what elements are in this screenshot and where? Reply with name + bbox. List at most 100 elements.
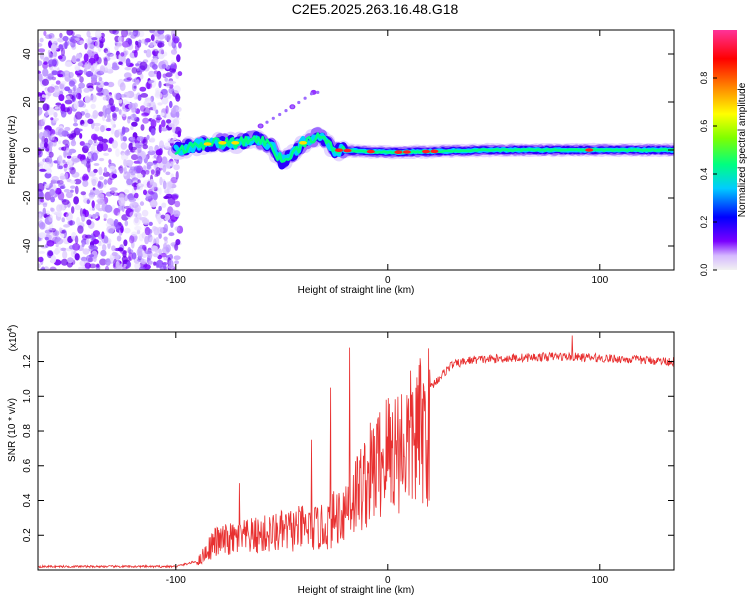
noise-speckle (167, 39, 173, 47)
noise-speckle (144, 169, 150, 175)
colorbar-tick-label: 0.2 (699, 216, 709, 229)
heatmap-y-tick-label: -20 (22, 190, 33, 205)
secondary-track-dot (297, 100, 301, 105)
noise-speckle (84, 95, 91, 104)
noise-speckle (133, 85, 137, 89)
noise-speckle (148, 145, 154, 152)
noise-speckle (124, 227, 131, 234)
noise-speckle (169, 100, 173, 109)
noise-speckle (69, 167, 75, 171)
noise-speckle (38, 125, 43, 130)
snr-y-tick-label: 1.2 (22, 354, 33, 368)
noise-speckle (45, 34, 53, 39)
noise-speckle (74, 204, 82, 211)
noise-speckle (47, 73, 54, 80)
noise-speckle (84, 42, 88, 50)
noise-speckle (57, 55, 63, 60)
noise-speckle (133, 50, 138, 58)
noise-speckle (122, 103, 126, 111)
noise-speckle (149, 181, 158, 191)
noise-speckle (105, 127, 112, 132)
noise-speckle (40, 198, 45, 203)
noise-speckle (152, 104, 157, 112)
noise-speckle (100, 32, 105, 39)
noise-speckle (174, 200, 181, 208)
noise-speckle (161, 96, 169, 105)
noise-speckle (134, 225, 142, 231)
noise-speckle (57, 140, 62, 144)
noise-speckle (158, 232, 162, 239)
noise-speckle (38, 107, 43, 116)
noise-speckle (174, 243, 179, 251)
noise-speckle (124, 66, 132, 71)
noise-speckle (38, 132, 45, 140)
noise-speckle (148, 221, 153, 226)
noise-speckle (81, 213, 86, 222)
noise-speckle (133, 165, 141, 174)
noise-speckle (148, 260, 153, 265)
noise-speckle (141, 232, 146, 239)
noise-speckle (152, 253, 159, 258)
noise-speckle (92, 213, 96, 219)
noise-speckle (84, 175, 89, 181)
noise-speckle (171, 194, 179, 200)
noise-speckle (138, 39, 142, 45)
noise-speckle (39, 51, 45, 60)
noise-speckle (110, 118, 116, 126)
noise-speckle (54, 105, 59, 110)
noise-speckle (55, 243, 59, 248)
noise-speckle (163, 236, 168, 241)
noise-speckle (122, 266, 126, 270)
noise-speckle (121, 30, 128, 38)
noise-speckle (129, 235, 135, 244)
noise-speckle (134, 216, 139, 224)
noise-speckle (48, 214, 53, 223)
snr-y-multiplier: (x104) (7, 325, 19, 352)
noise-speckle (109, 187, 118, 192)
noise-speckle (83, 53, 89, 62)
signal-hotspot (585, 148, 594, 152)
noise-speckle (139, 73, 144, 80)
noise-speckle (64, 41, 68, 49)
noise-speckle (163, 195, 170, 200)
noise-speckle (38, 161, 45, 166)
noise-speckle (49, 266, 57, 270)
noise-speckle (161, 144, 165, 149)
noise-speckle (87, 214, 93, 218)
noise-speckle (152, 50, 156, 56)
noise-speckle (158, 48, 164, 55)
noise-speckle (173, 37, 179, 44)
snr-plot-area (38, 335, 674, 569)
noise-speckle (78, 82, 85, 89)
noise-speckle (71, 206, 75, 214)
noise-speckle (50, 133, 55, 141)
noise-speckle (63, 163, 68, 168)
noise-speckle (112, 113, 118, 121)
noise-speckle (63, 188, 70, 193)
noise-speckle (111, 65, 120, 71)
noise-speckle (58, 165, 63, 170)
noise-speckle (139, 86, 147, 92)
noise-speckle (152, 63, 158, 70)
noise-speckle (166, 119, 172, 124)
noise-speckle (138, 233, 144, 242)
noise-speckle (85, 238, 90, 245)
noise-speckle (45, 148, 50, 152)
heatmap-axes: -100 0 100 -40 -20 0 20 40 (22, 30, 674, 286)
noise-speckle (153, 261, 157, 266)
noise-speckle (80, 191, 87, 196)
noise-speckle (77, 225, 84, 234)
noise-speckle (57, 156, 63, 165)
noise-speckle (78, 266, 86, 270)
noise-speckle (158, 205, 162, 212)
noise-speckle (42, 207, 47, 216)
noise-speckle (162, 73, 167, 79)
noise-speckle (142, 218, 150, 226)
noise-speckle (173, 85, 181, 94)
noise-speckle (115, 262, 122, 270)
noise-speckle (142, 138, 147, 143)
noise-speckle (173, 164, 180, 171)
noise-speckle (48, 151, 54, 158)
noise-speckle (165, 93, 172, 99)
noise-speckle (126, 178, 133, 186)
